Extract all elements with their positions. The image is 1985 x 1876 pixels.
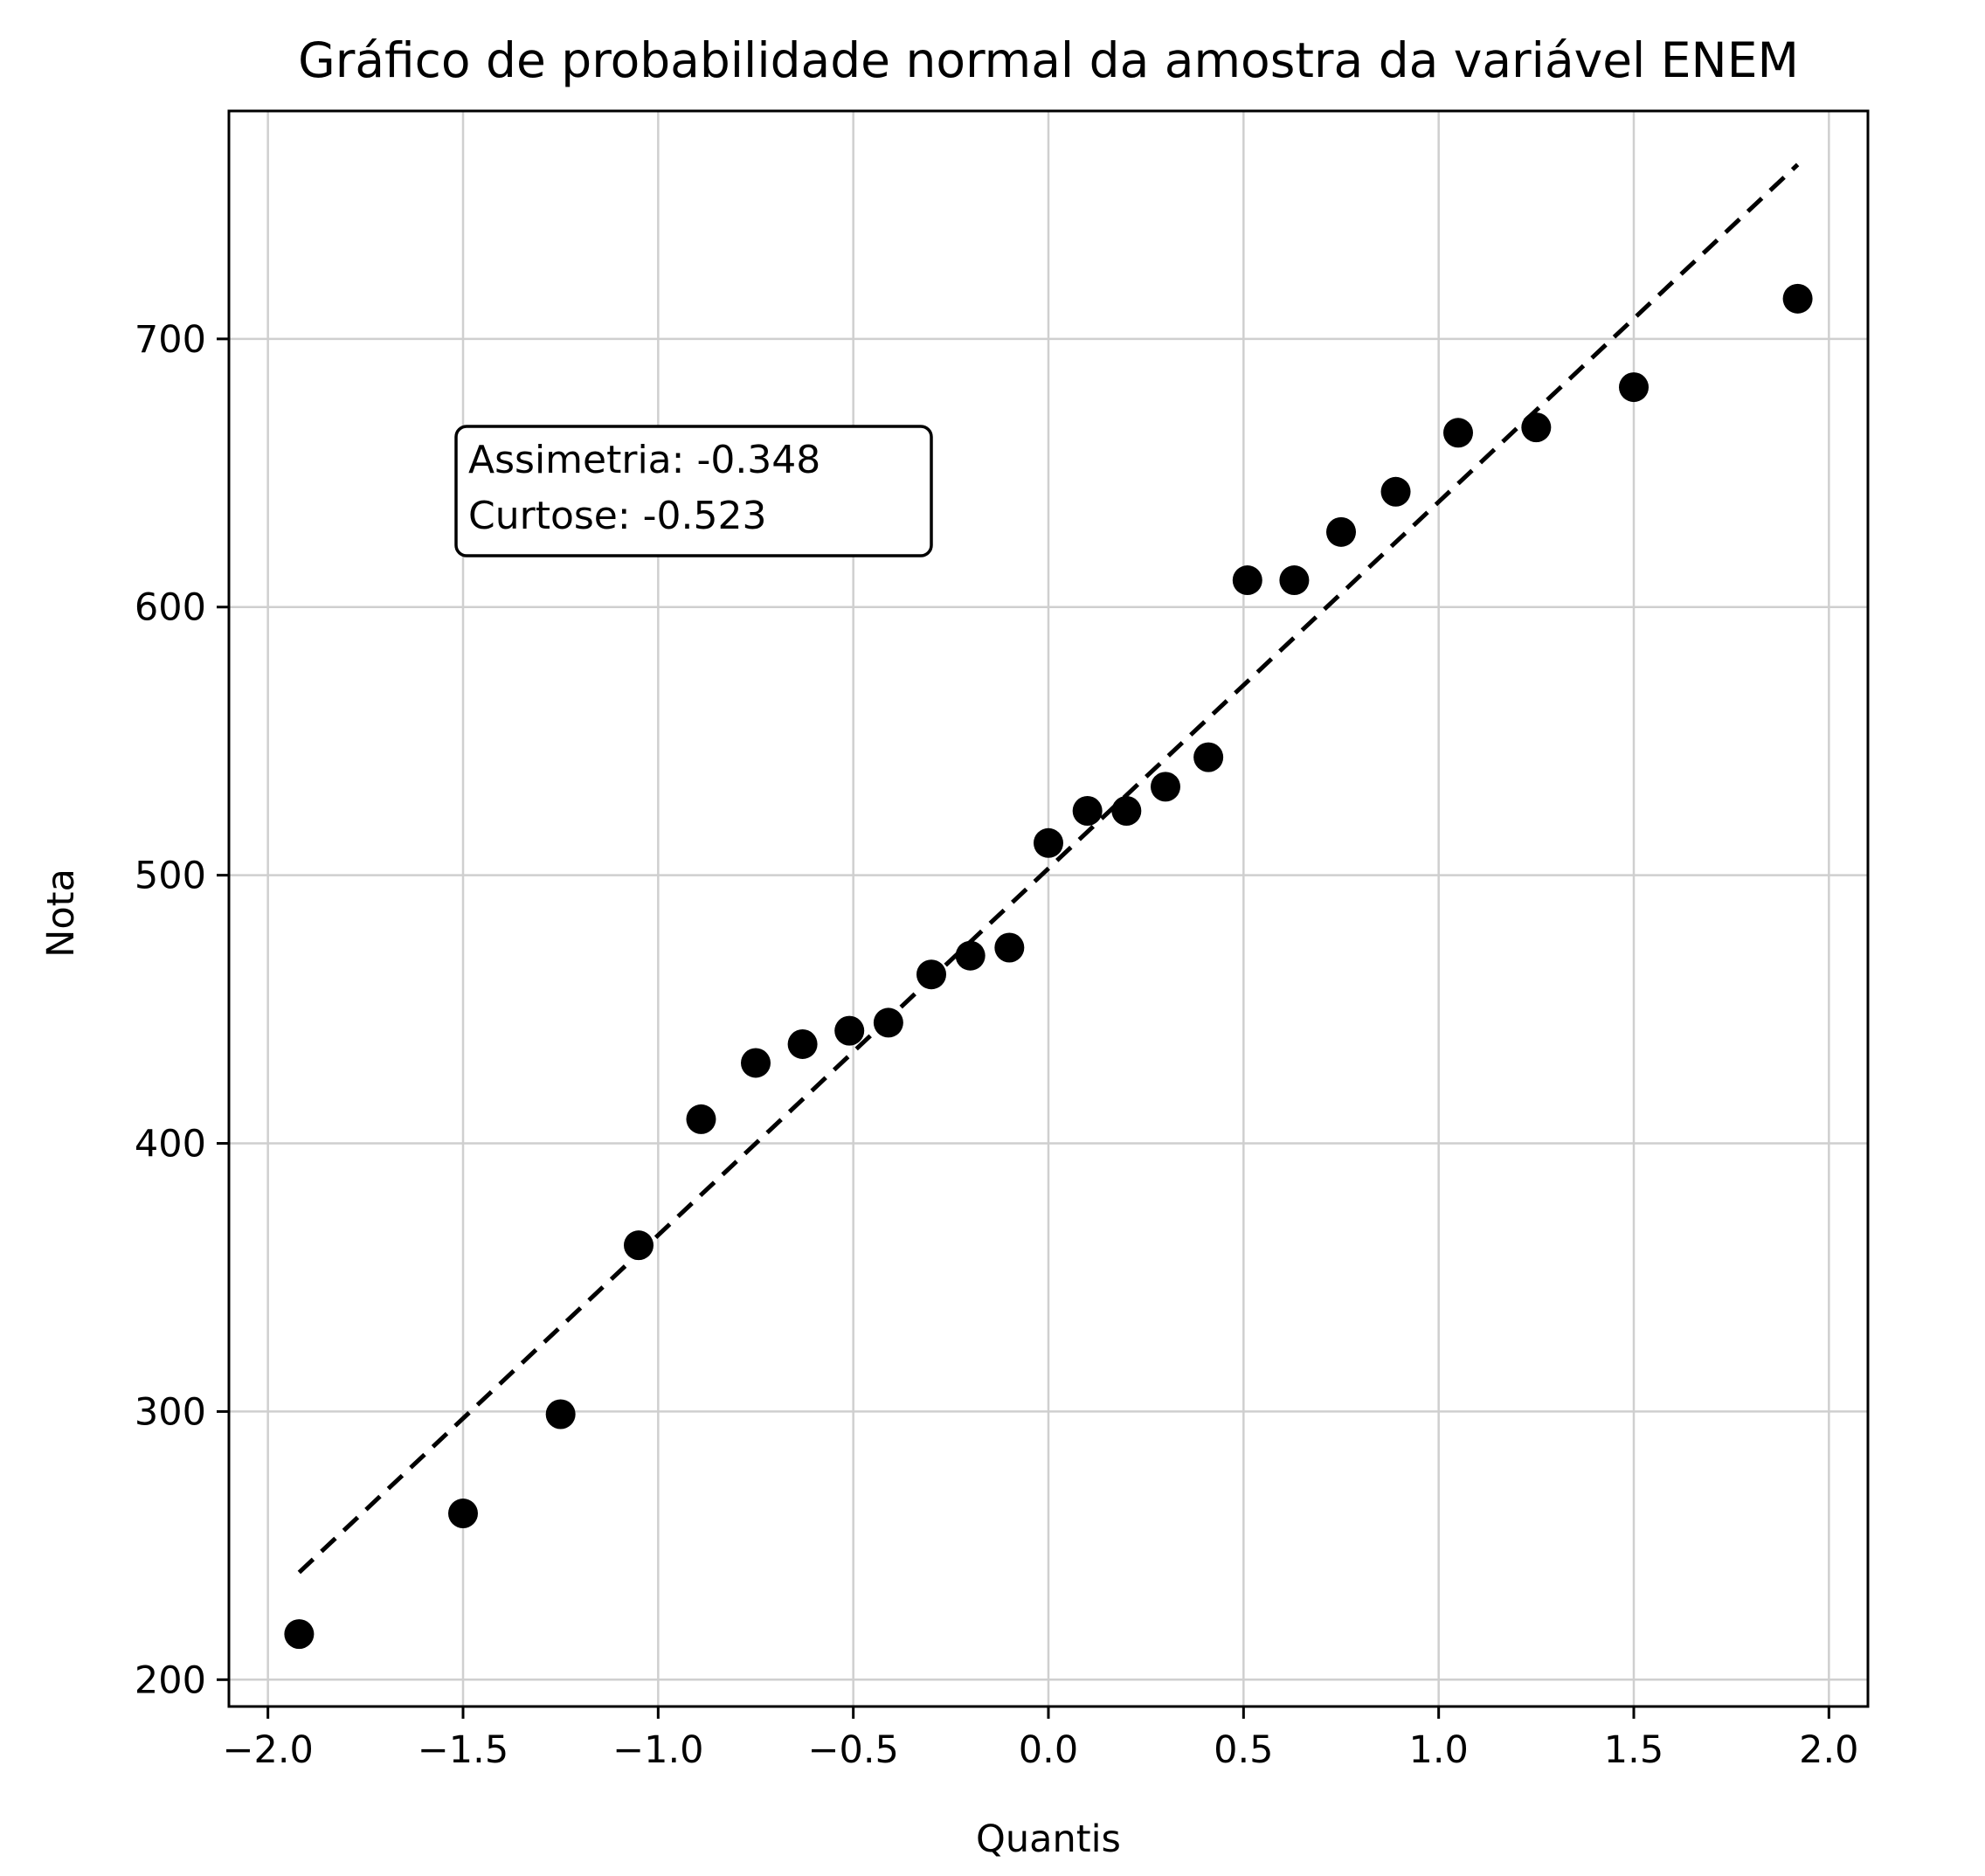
x-tick-label: 2.0 <box>1799 1728 1858 1772</box>
x-tick-label: −1.5 <box>418 1728 508 1772</box>
data-point <box>1279 565 1310 596</box>
x-tick-label: 0.5 <box>1214 1728 1273 1772</box>
y-tick-label: 700 <box>135 318 206 362</box>
y-tick-label: 200 <box>135 1658 206 1702</box>
x-tick-label: −1.0 <box>612 1728 703 1772</box>
y-axis-ticks: 200 300 400 500 600 700 <box>135 318 229 1702</box>
x-tick-label: −0.5 <box>807 1728 898 1772</box>
chart-title: Gráfico de probabilidade normal da amost… <box>298 32 1799 88</box>
data-point <box>741 1048 771 1078</box>
annotation-kurtosis: Curtose: -0.523 <box>468 494 767 538</box>
x-tick-label: 0.0 <box>1019 1728 1078 1772</box>
data-point <box>1193 742 1224 772</box>
data-point <box>1151 772 1180 802</box>
data-point <box>1443 418 1473 448</box>
x-tick-label: −2.0 <box>222 1728 313 1772</box>
data-point <box>1326 516 1356 547</box>
statistics-annotation: Assimetria: -0.348 Curtose: -0.523 <box>454 425 933 557</box>
data-point <box>686 1104 716 1134</box>
data-point <box>448 1499 478 1529</box>
data-point <box>916 959 946 990</box>
data-point <box>1619 372 1649 403</box>
data-point <box>284 1619 315 1650</box>
data-point <box>1380 476 1411 507</box>
y-tick-label: 500 <box>135 855 206 898</box>
data-point <box>1232 565 1262 596</box>
data-point <box>1111 795 1142 826</box>
annotation-skewness: Assimetria: -0.348 <box>468 438 820 482</box>
data-points <box>284 283 1813 1650</box>
data-point <box>1034 827 1063 858</box>
x-tick-label: 1.5 <box>1604 1728 1663 1772</box>
x-axis-ticks: −2.0 −1.5 −1.0 −0.5 0.0 0.5 1.0 1.5 2.0 <box>222 1706 1859 1772</box>
reference-line-group <box>297 163 1800 1575</box>
data-point <box>1521 412 1552 443</box>
data-point <box>955 940 986 971</box>
y-tick-label: 300 <box>135 1390 206 1434</box>
data-point <box>834 1015 865 1046</box>
y-tick-label: 400 <box>135 1123 206 1166</box>
data-point <box>994 932 1025 963</box>
data-point <box>1782 283 1813 314</box>
x-tick-label: 1.0 <box>1408 1728 1468 1772</box>
data-point <box>787 1028 818 1059</box>
data-point <box>624 1230 654 1261</box>
data-point <box>545 1399 576 1429</box>
y-axis-label: Nota <box>39 869 83 958</box>
annotation-box <box>454 425 933 557</box>
y-tick-label: 600 <box>135 586 206 630</box>
x-axis-label: Quantis <box>976 1817 1121 1861</box>
data-point <box>1072 795 1103 826</box>
reference-line <box>297 163 1800 1575</box>
data-point <box>873 1007 903 1038</box>
grid-lines <box>229 111 1868 1706</box>
